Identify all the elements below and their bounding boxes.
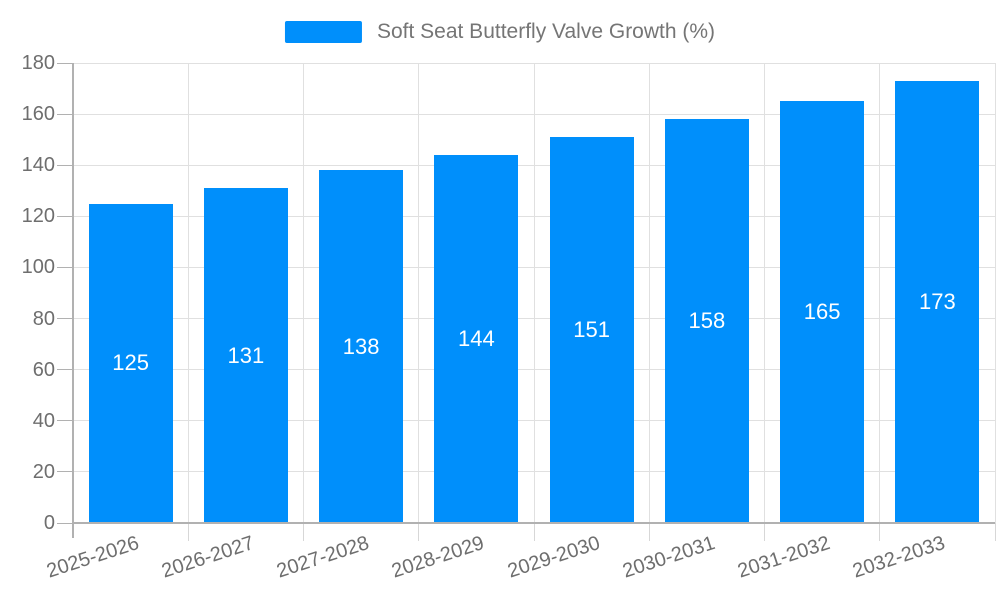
y-tick <box>57 113 73 115</box>
x-tick <box>648 523 650 541</box>
x-grid-line <box>303 63 304 523</box>
y-axis-label: 0 <box>43 512 55 534</box>
bar[interactable] <box>88 203 173 523</box>
x-grid-line <box>879 63 881 523</box>
x-tick <box>764 523 765 541</box>
x-axis-line <box>73 522 995 524</box>
bar-value-label: 151 <box>573 317 610 343</box>
x-tick <box>994 523 996 541</box>
y-axis-label: 20 <box>32 460 55 483</box>
bar[interactable] <box>780 101 865 523</box>
x-grid-line <box>994 63 996 523</box>
legend[interactable]: Soft Seat Butterfly Valve Growth (%) <box>284 20 716 44</box>
x-tick <box>303 523 304 541</box>
bar-value-label: 138 <box>342 333 380 359</box>
bar-value-label: 165 <box>803 299 841 325</box>
y-tick <box>57 318 73 320</box>
x-grid-line <box>648 63 650 523</box>
x-grid-line <box>187 63 189 523</box>
bar-value-label: 158 <box>688 308 726 334</box>
bar[interactable] <box>319 170 404 523</box>
y-tick <box>57 471 73 473</box>
legend-swatch <box>284 21 362 43</box>
y-tick <box>57 215 73 217</box>
y-axis-label: 180 <box>21 52 55 74</box>
x-tick <box>879 523 881 541</box>
y-tick <box>57 266 73 268</box>
bar[interactable] <box>895 80 980 523</box>
y-axis-label: 120 <box>21 205 55 228</box>
bar[interactable] <box>664 119 749 523</box>
bar[interactable] <box>203 188 288 523</box>
y-tick <box>57 164 73 166</box>
x-tick <box>533 523 535 541</box>
y-axis-line <box>72 63 74 538</box>
x-tick <box>418 523 420 541</box>
bar[interactable] <box>549 137 634 523</box>
y-tick <box>57 369 73 371</box>
x-grid-line <box>533 63 535 523</box>
y-axis-label: 160 <box>21 103 55 126</box>
bar-value-label: 131 <box>227 342 265 368</box>
x-grid-line <box>764 63 765 523</box>
bar-value-label: 144 <box>458 326 495 351</box>
x-tick <box>187 523 189 541</box>
y-tick <box>57 62 73 64</box>
bar-value-label: 125 <box>112 350 149 376</box>
legend-label: Soft Seat Butterfly Valve Growth (%) <box>376 20 716 43</box>
y-axis-label: 100 <box>21 256 55 279</box>
y-tick <box>57 420 73 422</box>
bar[interactable] <box>434 155 519 523</box>
bar-value-label: 173 <box>919 288 956 314</box>
y-axis-label: 60 <box>32 358 55 381</box>
y-tick <box>57 522 73 524</box>
y-axis-label: 40 <box>32 409 55 432</box>
x-grid-line <box>418 63 420 523</box>
y-axis-label: 140 <box>21 154 55 177</box>
y-axis-label: 80 <box>32 307 55 330</box>
